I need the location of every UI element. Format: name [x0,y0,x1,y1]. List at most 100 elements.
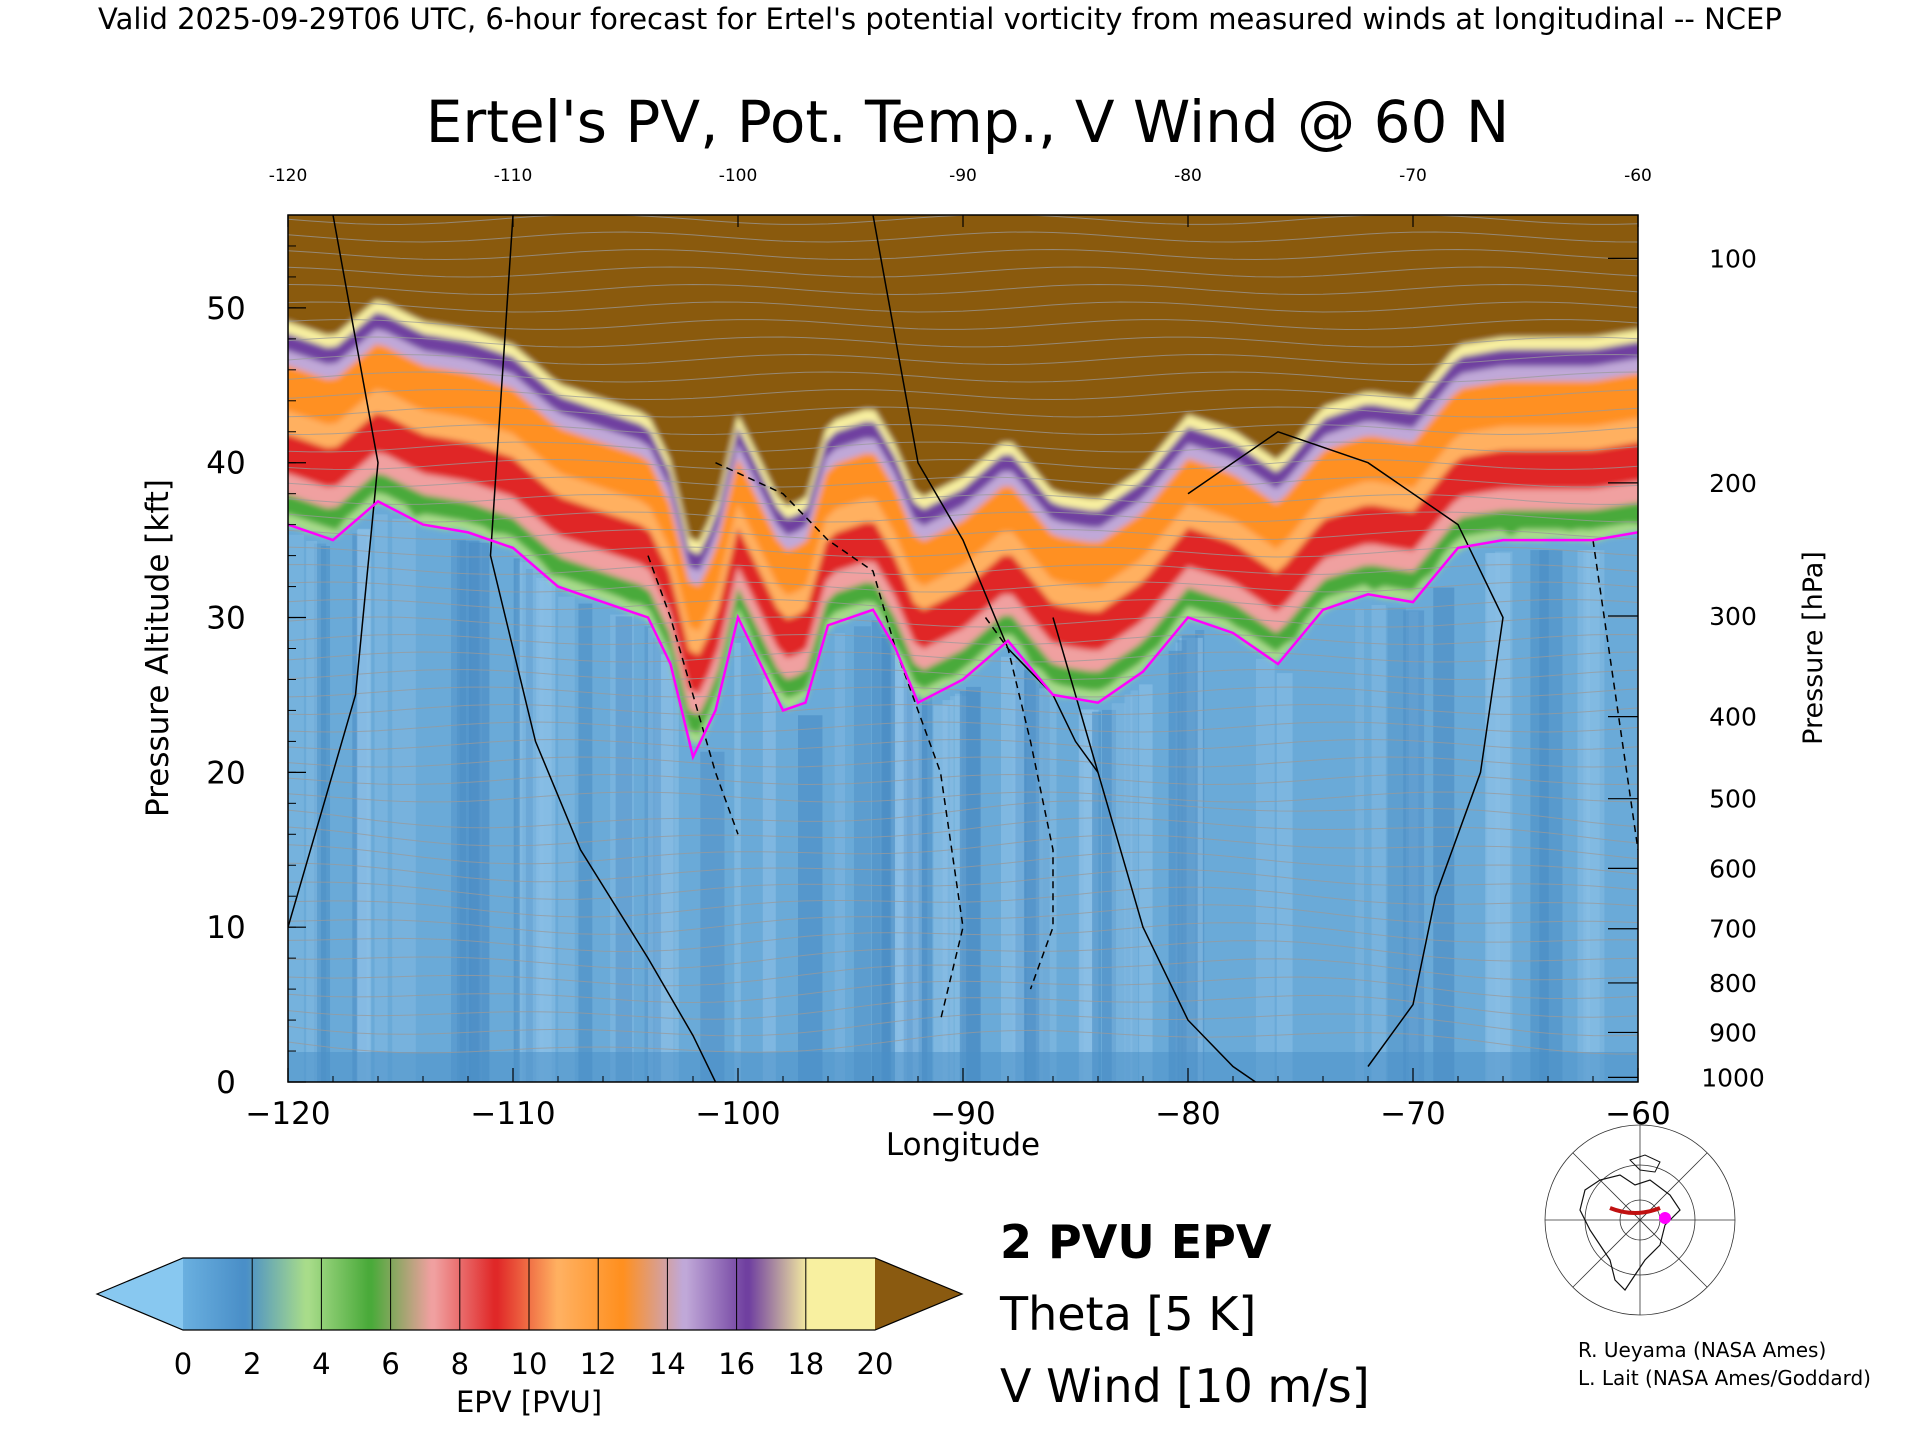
theta-line [288,651,1638,663]
pressure-tick-label: 500 [1709,785,1757,814]
wind-contour [288,215,379,928]
theta-line [288,756,1638,768]
theta-line [288,773,1638,786]
theta-line [288,564,1638,575]
colorbar-tick-label: 2 [243,1347,261,1381]
x-tick-label: −70 [1380,1096,1445,1132]
theta-line [288,703,1638,716]
y-tick-label: 30 [206,601,245,637]
wind-contour [647,555,739,835]
y-tick-label: 0 [216,1065,236,1101]
inset-map-icon [1540,1124,1736,1316]
theta-contours [288,215,1638,1055]
colorbar-under-arrow [97,1258,183,1330]
theta-line [288,1013,1638,1037]
colorbar-tick-label: 6 [381,1347,399,1381]
strat-band [288,215,1638,543]
theta-line [288,817,1638,847]
theta-line [288,581,1638,593]
pressure-tick-label: 1000 [1701,1063,1765,1092]
pvu-2-contour [288,499,1638,761]
colorbar-tick-label: 20 [857,1347,894,1381]
chart-title: Ertel's PV, Pot. Temp., V Wind @ 60 N [425,88,1510,156]
wind-contour [715,462,964,1021]
theta-line [288,686,1638,698]
theta-line [288,738,1638,751]
pressure-tick-label: 300 [1709,602,1757,631]
theta-line [288,800,1638,829]
wind-contours [288,215,1638,1082]
theta-line [288,668,1638,681]
colorbar-tick-label: 14 [649,1347,686,1381]
theta-line [288,266,1638,278]
colorbar-tick-label: 16 [718,1347,755,1381]
theta-line [288,406,1638,418]
x-axis-label: Longitude [886,1127,1040,1163]
header-text: Valid 2025-09-29T06 UTC, 6-hour forecast… [98,2,1782,36]
y-tick-label: 50 [206,291,245,327]
y-tick-label: 10 [206,910,245,946]
x-axis-ticks: −120 −110 −100 −90 −80 −70 −60 [245,1068,1671,1132]
theta-line [288,791,1638,803]
theta-line [288,441,1638,453]
x-tick-label: −120 [245,1096,330,1132]
theta-line [288,868,1638,900]
y-tick-label: 40 [206,446,245,482]
pressure-tick-label: 100 [1709,244,1757,273]
y-axis-label: Pressure Altitude [kft] [140,479,176,817]
theta-line [288,301,1638,313]
x-top-tick-label: -60 [1624,166,1652,186]
theta-line [288,904,1638,935]
theta-line [288,598,1638,611]
wind-contour [1052,617,1256,1082]
x-tick-label: −100 [695,1096,780,1132]
x-tick-label: −80 [1155,1096,1220,1132]
pressure-tick-label: 400 [1709,703,1757,732]
colorbar: 0 2 4 6 8 10 12 14 16 18 20 EPV [PVU] [95,1257,964,1419]
pressure-axis-label: Pressure [hPa] [1798,551,1829,745]
theta-line [288,318,1638,331]
theta-line [288,851,1638,883]
x-top-tick-label: -100 [719,166,758,186]
theta-line [288,633,1638,646]
theta-line [288,834,1638,865]
credit-line-1: R. Ueyama (NASA Ames) [1578,1338,1827,1362]
colorbar-label: EPV [PVU] [456,1385,602,1419]
y-tick-label: 20 [206,755,245,791]
pressure-tick-label: 200 [1709,469,1757,498]
theta-line [288,958,1638,987]
theta-line [288,616,1638,628]
colorbar-tick-label: 4 [312,1347,330,1381]
theta-line [288,886,1638,918]
pressure-axis-ticks: 100 200 300 400 500 600 700 800 900 1000 [1608,244,1765,1092]
x-tick-label: −60 [1605,1096,1670,1132]
theta-line [288,423,1638,436]
x-top-axis-ticks: -120 -110 -100 -90 -80 -70 -60 [269,166,1652,227]
theta-line [288,231,1638,243]
colorbar-outline [95,1257,964,1331]
theta-line [288,458,1638,471]
theta-line [288,940,1638,970]
credit-line-2: L. Lait (NASA Ames/Goddard) [1578,1366,1871,1390]
wind-contour [489,215,717,1082]
x-top-tick-label: -90 [949,166,977,186]
theta-line [288,388,1638,401]
theta-line [288,546,1638,558]
pressure-tick-label: 600 [1709,854,1757,883]
x-top-tick-label: -70 [1399,166,1427,186]
colorbar-ticks: 0 2 4 6 8 10 12 14 16 18 20 [174,1347,894,1381]
theta-line [288,248,1638,261]
theta-line [288,721,1638,733]
legend-vwind: V Wind [10 m/s] [1000,1359,1370,1413]
theta-line [288,976,1638,1004]
pressure-tick-label: 900 [1709,1018,1757,1047]
x-top-tick-label: -80 [1174,166,1202,186]
x-top-tick-label: -120 [269,166,308,186]
theta-line [288,528,1638,541]
theta-line [288,476,1638,488]
legend-pvu: 2 PVU EPV [1000,1215,1272,1269]
colorbar-tick-label: 18 [787,1347,824,1381]
theta-line [288,353,1638,366]
pressure-tick-label: 700 [1709,915,1757,944]
theta-line [288,336,1638,348]
